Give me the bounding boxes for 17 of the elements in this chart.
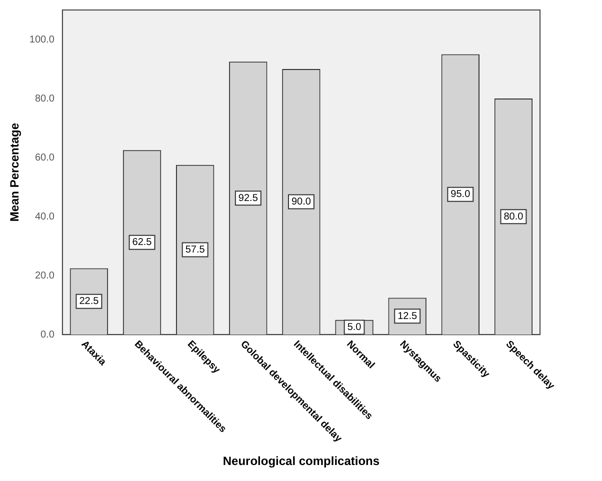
- data-label: 95.0: [450, 189, 471, 200]
- data-label: 22.5: [79, 296, 100, 308]
- y-tick-label: 80.0: [34, 93, 55, 104]
- data-label: 90.0: [291, 196, 312, 208]
- y-tick-label: 40.0: [34, 211, 55, 222]
- data-label: 92.5: [238, 192, 258, 204]
- y-axis-title: Mean Percentage: [8, 122, 22, 222]
- x-axis-title: Neurological complications: [222, 454, 380, 468]
- y-tick-label: 0.0: [40, 329, 55, 340]
- data-label: 12.5: [398, 310, 418, 322]
- data-label: 57.5: [185, 244, 206, 256]
- y-tick-label: 60.0: [34, 152, 55, 164]
- y-tick-label: 100.0: [29, 34, 55, 46]
- y-tick-label: 20.0: [34, 270, 55, 282]
- data-label: 62.5: [132, 237, 152, 248]
- data-label: 5.0: [347, 322, 362, 333]
- data-label: 80.0: [504, 211, 524, 222]
